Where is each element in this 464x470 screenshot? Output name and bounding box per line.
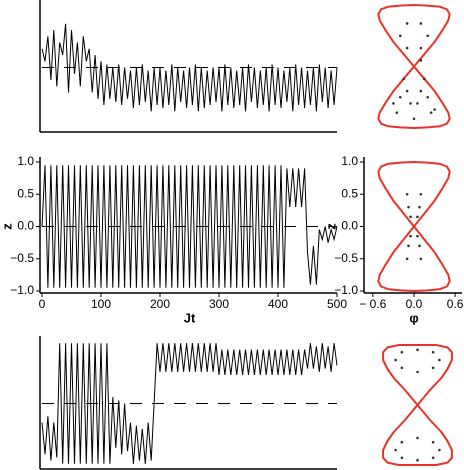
trajectory-point — [405, 22, 409, 25]
trajectory-point — [438, 358, 441, 362]
trajectory-point — [431, 456, 435, 460]
y-tick-label: 0.0 — [341, 219, 358, 233]
trajectory-point — [407, 244, 410, 248]
trajectory-point — [412, 117, 416, 121]
trajectory-point — [405, 46, 409, 50]
time-series — [41, 343, 338, 464]
y-axis-label: z — [323, 223, 338, 230]
trajectory-point — [405, 89, 409, 93]
trajectory-point — [431, 350, 435, 354]
y-tick-label: 1.0 — [17, 154, 34, 168]
trajectory-point — [394, 448, 397, 452]
y-tick-label: −0.5 — [334, 251, 358, 265]
trajectory-point — [409, 215, 412, 219]
trajectory-point — [419, 59, 423, 62]
y-tick-label: −0.5 — [10, 251, 34, 265]
y-tick-label: 0.5 — [17, 186, 34, 200]
trajectory-point — [431, 440, 435, 444]
trajectory-point — [398, 34, 402, 38]
trajectory-point — [419, 257, 423, 261]
trajectory-point — [416, 102, 419, 105]
trajectory-point — [400, 440, 404, 444]
separatrix — [377, 161, 451, 292]
x-tick-label: 300 — [209, 297, 229, 311]
y-axis-label: z — [0, 223, 14, 230]
trajectory-point — [416, 348, 419, 352]
trajectory-point — [402, 77, 406, 81]
trajectory-point — [407, 205, 410, 209]
trajectory-point — [419, 22, 423, 25]
trajectory-point — [416, 436, 419, 440]
trajectory-point — [426, 95, 430, 99]
y-tick-label: 0.5 — [341, 186, 358, 200]
trajectory-point — [431, 366, 435, 370]
trajectory-point — [419, 89, 423, 93]
trajectory-point — [418, 244, 421, 248]
separatrix — [382, 344, 453, 466]
x-axis-label: Jt — [184, 310, 196, 325]
y-tick-label: 1.0 — [341, 154, 358, 168]
trajectory-point — [422, 77, 426, 81]
trajectory-point — [416, 458, 419, 462]
trajectory-point — [433, 108, 436, 111]
x-tick-label: − 0.6 — [359, 297, 386, 311]
trajectory-point — [419, 46, 423, 50]
x-tick-label: 0.0 — [406, 297, 423, 311]
trajectory-point — [418, 205, 421, 209]
trajectory-point — [395, 111, 399, 114]
x-tick-label: 0.6 — [447, 297, 464, 311]
trajectory-point — [429, 111, 433, 114]
x-tick-label: 0 — [39, 297, 46, 311]
trajectory-point — [426, 34, 430, 38]
trajectory-point — [409, 102, 412, 105]
trajectory-point — [392, 102, 395, 105]
trajectory-point — [400, 456, 404, 460]
trajectory-point — [416, 215, 419, 219]
trajectory-point — [394, 358, 397, 362]
trajectory-point — [405, 257, 409, 261]
x-tick-label: 100 — [91, 297, 111, 311]
trajectory-point — [400, 366, 404, 370]
time-series — [41, 165, 338, 288]
trajectory-point — [416, 370, 419, 374]
x-tick-label: 500 — [327, 297, 347, 311]
trajectory-point — [409, 234, 412, 238]
x-tick-label: 400 — [268, 297, 288, 311]
separatrix — [377, 4, 451, 129]
x-tick-label: 200 — [150, 297, 170, 311]
y-tick-label: −1.0 — [10, 283, 34, 297]
trajectory-point — [416, 234, 419, 238]
x-axis-label: φ — [409, 310, 418, 325]
trajectory-point — [419, 192, 423, 196]
y-tick-label: 0.0 — [17, 219, 34, 233]
y-tick-label: −1.0 — [334, 283, 358, 297]
time-series — [41, 23, 338, 112]
trajectory-point — [400, 350, 404, 354]
trajectory-point — [405, 192, 409, 196]
trajectory-point — [438, 448, 441, 452]
trajectory-point — [398, 95, 402, 99]
